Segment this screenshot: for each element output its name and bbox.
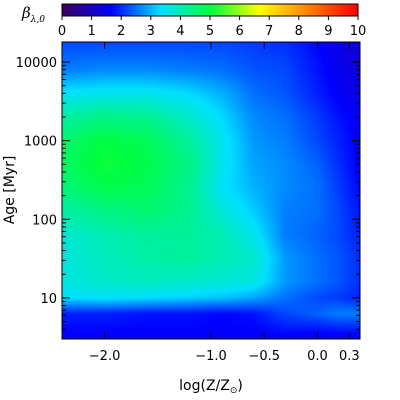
x-tick-label: −1.0 xyxy=(195,349,227,364)
colorbar-tick-label: 6 xyxy=(235,24,243,39)
y-axis-label: Age [Myr] xyxy=(2,156,18,225)
y-tick-label: 100 xyxy=(32,213,57,228)
y-tick-label: 1000 xyxy=(24,135,57,150)
y-tick-label: 10 xyxy=(40,292,57,307)
colorbar-tick-label: 10 xyxy=(350,24,367,39)
colorbar-tick-label: 0 xyxy=(58,24,66,39)
colorbar-tick-label: 8 xyxy=(295,24,303,39)
x-axis-ticks: −2.0 −1.0 −0.5 0.0 0.3 xyxy=(89,42,360,364)
x-tick-label: −2.0 xyxy=(89,349,121,364)
colorbar-tick-label: 9 xyxy=(324,24,332,39)
colorbar-title: βλ,0 xyxy=(21,4,45,25)
x-tick-label: 0.3 xyxy=(339,349,360,364)
colorbar-tick-label: 2 xyxy=(117,24,125,39)
y-axis-ticks: 10 100 1000 10000 xyxy=(16,56,360,340)
colorbar-gradient xyxy=(61,3,359,17)
y-tick-label: 10000 xyxy=(16,56,57,71)
colorbar: βλ,0 0 1 2 3 4 5 6 7 8 9 10 xyxy=(21,3,366,39)
colorbar-tick-label: 1 xyxy=(87,24,95,39)
colorbar-tick-label: 5 xyxy=(206,24,214,39)
x-tick-label: −0.5 xyxy=(248,349,280,364)
plot-area: −2.0 −1.0 −0.5 0.0 0.3 10 100 1000 10000 xyxy=(16,41,361,364)
x-axis-label: log(Z/Z⊙) xyxy=(179,378,243,396)
colorbar-tick-label: 4 xyxy=(176,24,184,39)
heatmap-image-container xyxy=(62,42,360,339)
colorbar-tick-label: 7 xyxy=(265,24,273,39)
heatmap-image xyxy=(62,42,360,339)
colorbar-ticks: 0 1 2 3 4 5 6 7 8 9 10 xyxy=(58,16,366,39)
colorbar-tick-label: 3 xyxy=(147,24,155,39)
x-tick-label: 0.0 xyxy=(307,349,328,364)
